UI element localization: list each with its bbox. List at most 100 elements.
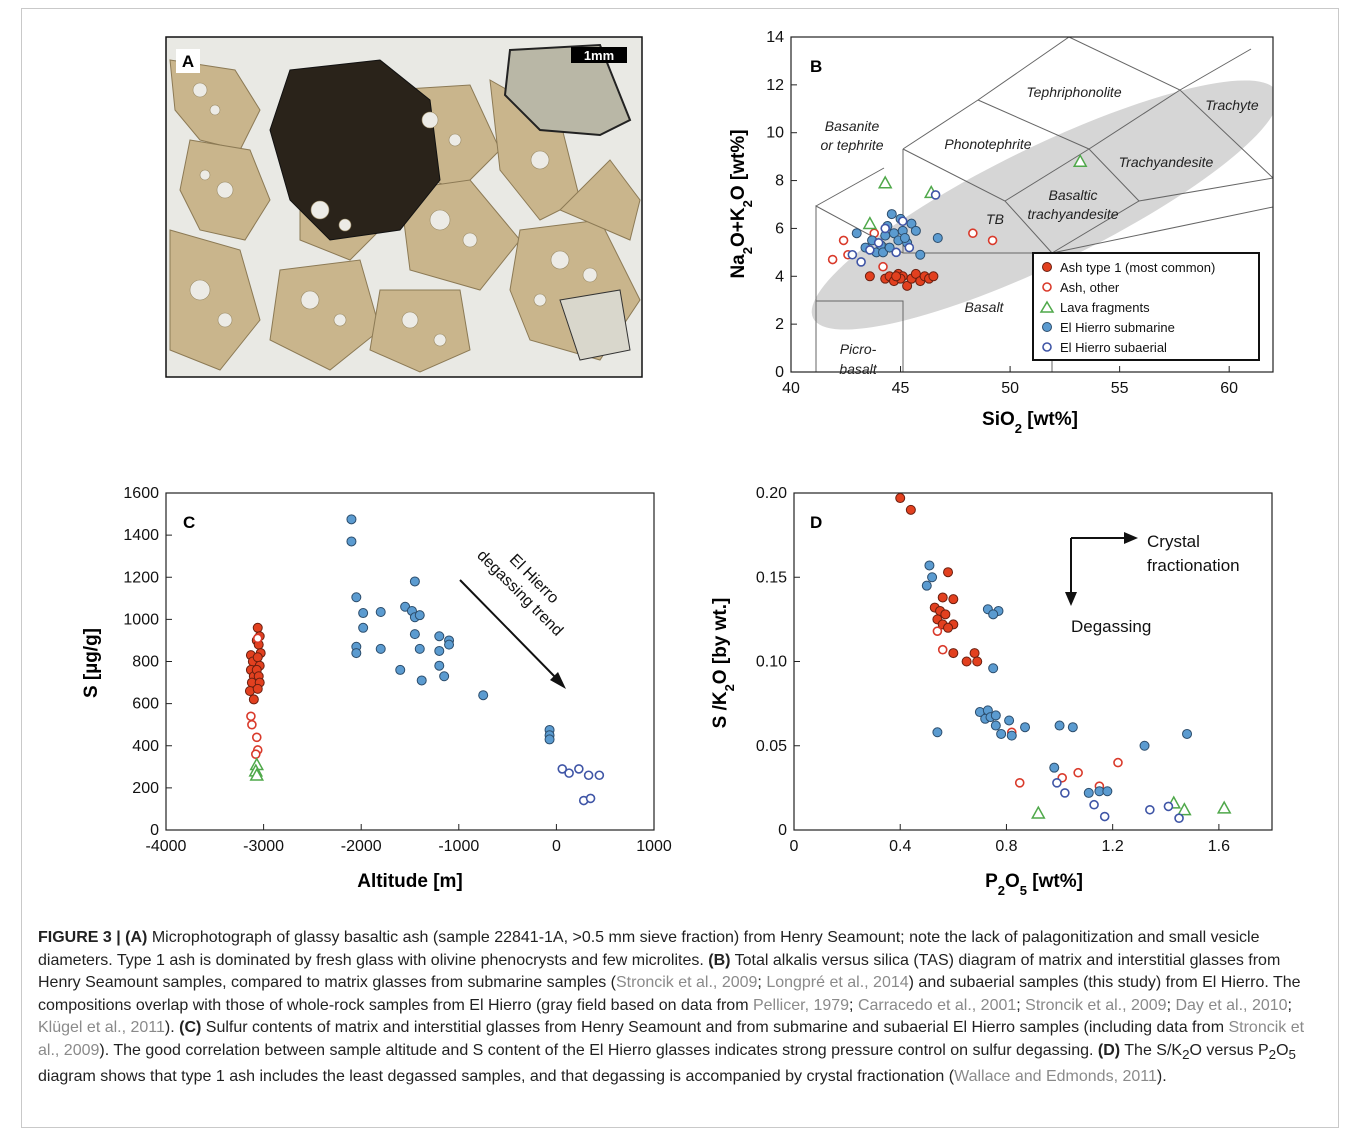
caption-c-label: (C): [179, 1019, 202, 1036]
trend-arrowhead: [550, 672, 566, 689]
data-point: [1216, 800, 1232, 814]
x-tick-label: 1.2: [1102, 838, 1124, 855]
ref-link[interactable]: Carracedo et al., 2001: [857, 996, 1017, 1014]
ref-link[interactable]: Stroncik et al., 2009: [38, 1019, 1305, 1059]
caption-sep: ;: [849, 996, 858, 1014]
ref-link[interactable]: Wallace and Edmonds, 2011: [954, 1068, 1157, 1086]
data-point: [252, 622, 263, 633]
x-tick-label: -4000: [146, 838, 187, 855]
data-point: [856, 257, 866, 267]
trend-arrow: [459, 579, 559, 681]
ref-link[interactable]: Pellicer, 1979: [752, 996, 850, 1014]
caption-title: FIGURE 3 |: [38, 929, 126, 946]
data-point: [987, 235, 998, 246]
ref-link[interactable]: Day et al., 2010: [1175, 996, 1288, 1014]
y-tick-label: 0.20: [756, 485, 787, 502]
figure-frame: [21, 8, 1339, 1128]
data-point: [439, 671, 450, 682]
whole-rock-field: [811, 80, 1273, 330]
data-point: [247, 719, 257, 730]
data-point: [1014, 778, 1025, 788]
data-point: [1099, 811, 1110, 822]
data-point: [1089, 799, 1099, 810]
caption-b-text: ).: [164, 1019, 180, 1036]
data-point: [865, 245, 875, 255]
data-point: [996, 728, 1007, 739]
panel-a-photo: A 1mm: [165, 36, 643, 378]
field-tephriphonolite: Tephriphonolite: [1026, 84, 1121, 100]
ref-link[interactable]: Stroncik et al., 2009: [1025, 996, 1167, 1014]
y-tick-label: 200: [132, 780, 159, 797]
data-point: [877, 175, 893, 189]
x-tick-label: 60: [1220, 380, 1238, 397]
ref-link[interactable]: Klügel et al., 2011: [38, 1019, 165, 1036]
ref-link[interactable]: Longpré et al., 2014: [766, 974, 909, 991]
x-tick-label: 0.4: [889, 838, 911, 855]
y-tick-label: 1200: [123, 569, 159, 586]
data-point: [948, 648, 959, 659]
y-tick-label: 0: [775, 364, 784, 381]
y-tick-label: 1400: [123, 527, 159, 544]
data-point: [444, 639, 455, 650]
data-point: [252, 633, 263, 644]
data-point: [1049, 762, 1060, 773]
data-point: [358, 608, 369, 619]
caption-sub: 2: [1268, 1046, 1277, 1062]
x-tick-label: -1000: [438, 838, 479, 855]
data-point: [948, 594, 959, 605]
tas-boundaries: [815, 37, 1273, 372]
data-point: [932, 233, 943, 243]
panel-d-points: [895, 493, 1232, 824]
caption-d-label: (D): [1097, 1041, 1121, 1059]
y-tick-label: 800: [132, 654, 159, 671]
data-point: [927, 572, 938, 583]
data-point: [873, 237, 884, 248]
y-tick-label: 12: [766, 77, 784, 94]
caption-b-text: Total alkalis versus silica (TAS) diagra…: [38, 951, 1281, 992]
field-basalt-2: basalt: [839, 361, 877, 377]
panel-b-ticks: 40 45 50 55 60 0 2 4 6 8 10 12 14: [766, 29, 1238, 397]
data-point: [990, 720, 1001, 731]
data-point: [574, 764, 584, 774]
panel-d-ticks: 0 0.4 0.8 1.2 1.6 0 0.05 0.10 0.15 0.20: [756, 485, 1230, 855]
x-tick-label: 40: [782, 380, 800, 397]
caption-a-label: (A): [125, 929, 148, 946]
data-point: [904, 242, 915, 253]
y-tick-label: 0.15: [756, 569, 787, 586]
data-point: [988, 663, 999, 674]
caption-c-text: ). The good correlation between sample a…: [99, 1041, 1098, 1059]
data-point: [351, 592, 362, 603]
data-point: [594, 770, 605, 781]
data-point: [969, 648, 980, 659]
data-point: [862, 216, 878, 230]
data-point: [1102, 786, 1113, 797]
data-point: [252, 683, 263, 694]
panel-c-ylabel: S [µg/g]: [81, 628, 102, 698]
data-point: [1174, 813, 1184, 824]
y-tick-label: 1600: [123, 485, 159, 502]
data-point: [961, 656, 972, 667]
caption-b-text: ) and subaerial samples (this study) fro…: [38, 974, 1301, 1014]
y-tick-label: 400: [132, 738, 159, 755]
data-point: [1031, 805, 1046, 819]
x-tick-label: 0.8: [995, 838, 1017, 855]
data-point: [1060, 788, 1070, 798]
data-point: [906, 218, 917, 229]
caption-sep: ;: [1016, 996, 1026, 1014]
y-tick-label: 8: [775, 173, 784, 190]
scale-bar-label: 1mm: [584, 48, 614, 63]
degassing-label: Degassing: [1071, 617, 1151, 636]
data-point: [434, 645, 445, 656]
data-point: [1083, 787, 1094, 798]
y-tick-label: 4: [775, 268, 784, 285]
data-point: [351, 648, 362, 659]
data-point: [1052, 778, 1062, 788]
field-tb: TB: [986, 211, 1004, 227]
data-point: [1006, 730, 1017, 741]
ref-link[interactable]: Stroncik et al., 2009: [616, 974, 758, 991]
x-tick-label: 1000: [636, 838, 672, 855]
data-point: [395, 664, 406, 675]
legend-ash-other: Ash, other: [1060, 280, 1120, 295]
data-point: [346, 514, 357, 525]
data-point: [880, 223, 891, 234]
